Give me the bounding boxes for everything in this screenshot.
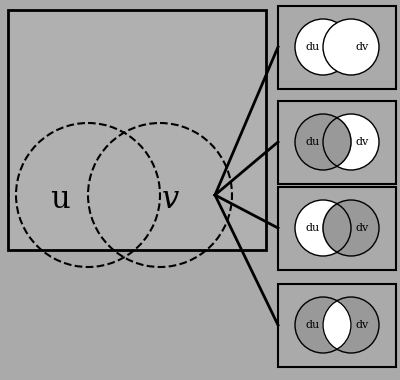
Text: du: du xyxy=(305,42,320,52)
Text: v: v xyxy=(161,185,179,215)
Text: u: u xyxy=(50,185,70,215)
Circle shape xyxy=(295,200,351,256)
Bar xyxy=(8,10,266,250)
Circle shape xyxy=(323,19,379,75)
Text: dv: dv xyxy=(355,223,368,233)
Circle shape xyxy=(323,114,379,170)
Polygon shape xyxy=(323,301,351,349)
Circle shape xyxy=(295,114,351,170)
Polygon shape xyxy=(323,118,351,166)
Text: dv: dv xyxy=(355,320,368,330)
Bar xyxy=(278,5,396,89)
Text: dv: dv xyxy=(355,137,368,147)
Text: du: du xyxy=(305,320,320,330)
Polygon shape xyxy=(323,204,351,252)
Circle shape xyxy=(323,200,379,256)
Text: du: du xyxy=(305,223,320,233)
Text: dv: dv xyxy=(355,42,368,52)
Bar xyxy=(278,187,396,269)
Circle shape xyxy=(295,19,351,75)
Circle shape xyxy=(323,297,379,353)
Circle shape xyxy=(295,297,351,353)
Text: du: du xyxy=(305,137,320,147)
Bar xyxy=(278,100,396,184)
Bar xyxy=(278,283,396,366)
